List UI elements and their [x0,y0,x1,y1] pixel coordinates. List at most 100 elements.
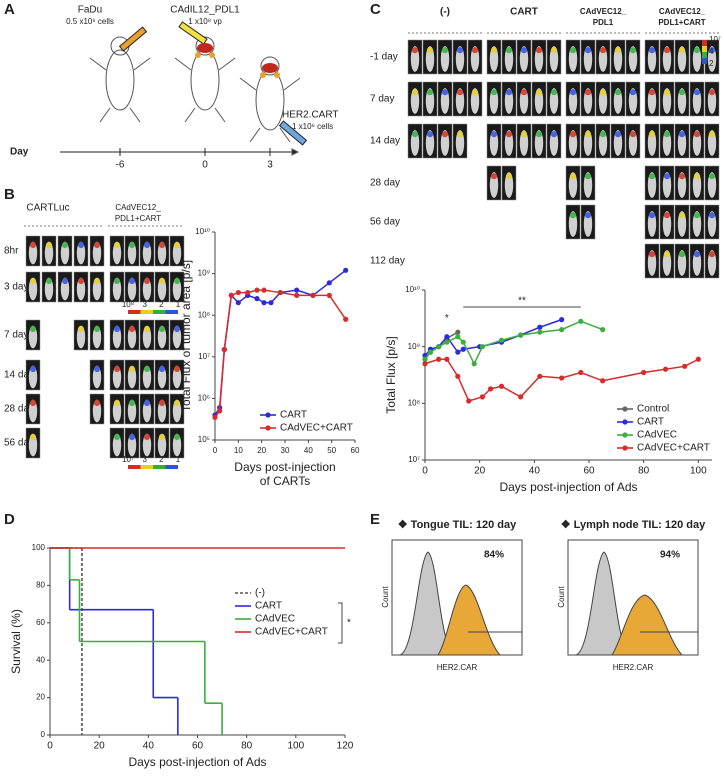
mouse-body [504,130,514,156]
mouse-body [662,46,672,72]
cell-line: FaDu [78,5,102,16]
signal [29,365,37,373]
mouse-body [677,211,687,237]
data-point [537,324,543,330]
mouse-body [127,433,137,457]
legend-label: CART [255,601,282,612]
signal [584,89,592,96]
data-point [235,289,241,296]
data-point [518,394,524,400]
mouse-body [692,130,702,156]
mouse-body [440,130,450,156]
y-axis-label: Total Flux [p/s] [384,336,398,413]
signal [173,241,181,249]
group-label: PDL1+CART [115,214,161,223]
signal [411,89,419,96]
panel-letter: A [4,1,15,18]
signal [629,89,637,96]
mouse-body [455,130,465,156]
mouse-body [662,130,672,156]
colorbar-label: 10⁸ [122,300,134,309]
mouse-body [692,211,702,237]
legend-label: CAdVEC+CART [255,627,328,638]
y-tick-label: 10¹⁰ [195,227,210,236]
signal [550,47,558,54]
mouse-body [628,130,638,156]
signal [128,399,136,407]
data-point [221,346,227,353]
mouse-body [425,88,435,114]
colorbar [165,465,178,469]
annotation: * [347,618,351,629]
mouse-body [112,241,122,265]
mouse-body [568,172,578,198]
mouse-body [157,365,167,389]
y-tick-label: 20 [36,693,45,702]
x-tick-label: 40 [529,466,541,477]
mouse-body [662,172,672,198]
data-point [488,386,494,392]
signal [77,325,85,333]
signal [520,47,528,54]
mouse-body [172,277,182,301]
mouse-body [172,399,182,423]
signal [614,131,622,138]
signal [708,89,716,96]
data-point [436,356,442,362]
signal [535,47,543,54]
signal [77,241,85,249]
signal [45,241,53,249]
x-tick-label: 20 [257,446,266,455]
signal [693,89,701,96]
mouse-body [504,172,514,198]
signal [648,212,656,219]
mouse-body [568,88,578,114]
legend-label: Control [637,404,669,415]
signal [143,399,151,407]
data-point [261,300,267,306]
mouse-body [470,88,480,114]
signal [45,277,53,285]
group-label: CARTLuc [26,203,69,214]
legend-label: CART [637,417,664,428]
colorbar-label: 1 [176,300,181,309]
legend-label: CAdVEC [255,614,295,625]
signal [663,212,671,219]
x-tick-label: 60 [351,446,360,455]
signal [128,277,136,285]
signal [629,131,637,138]
annotation: ** [518,296,526,307]
data-point [518,332,524,338]
colorbar-label: 3 [142,455,147,464]
signal [93,277,101,285]
signal [708,47,716,54]
mouse-body [568,211,578,237]
signal [93,241,101,249]
mouse-body [112,277,122,301]
colorbar [702,46,707,52]
mouse-body [172,365,182,389]
mouse-body [410,88,420,114]
mouse-body [410,46,420,72]
signal [569,89,577,96]
mouse-body [142,433,152,457]
mouse-body [92,241,102,265]
panel-a-icons [118,21,308,146]
row-label: 7 day [370,94,394,105]
x-tick-label: 120 [337,741,354,752]
signal [584,173,592,180]
mouse-body [425,46,435,72]
mouse-body [157,277,167,301]
signal [678,89,686,96]
data-point [217,408,223,414]
signal [693,173,701,180]
signal [128,365,136,373]
data-point [294,292,300,298]
signal [490,47,498,54]
data-point [444,334,450,340]
signal [93,365,101,373]
x-label: HER2.CAR [613,663,654,672]
data-point [245,289,251,296]
mouse-body [568,46,578,72]
mouse-body [142,399,152,423]
